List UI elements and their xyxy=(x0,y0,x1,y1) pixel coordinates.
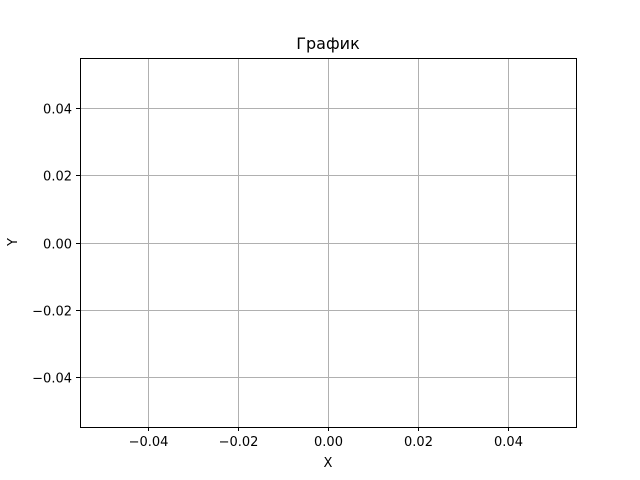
tick-layer: −0.04 −0.02 0.00 0.02 0.04 −0.04 −0.02 0.00 0.02… xyxy=(32,103,523,451)
grid-layer xyxy=(80,58,576,427)
x-tick-label: −0.04 xyxy=(129,435,169,450)
y-tick-label: 0.04 xyxy=(43,103,72,118)
x-axis-title: X xyxy=(324,456,333,471)
y-axis-title: Y xyxy=(6,238,21,247)
y-tick-label: −0.04 xyxy=(32,372,72,387)
y-tick-label: 0.02 xyxy=(43,170,72,185)
x-tick-label: 0.04 xyxy=(494,435,523,450)
x-tick-label: 0.00 xyxy=(314,435,343,450)
y-tick-label: 0.00 xyxy=(43,238,72,253)
x-tick-label: −0.02 xyxy=(219,435,259,450)
plot-area-frame xyxy=(80,58,577,428)
y-tick-label: −0.02 xyxy=(32,305,72,320)
x-tick-label: 0.02 xyxy=(404,435,433,450)
chart-title: График xyxy=(296,34,360,53)
